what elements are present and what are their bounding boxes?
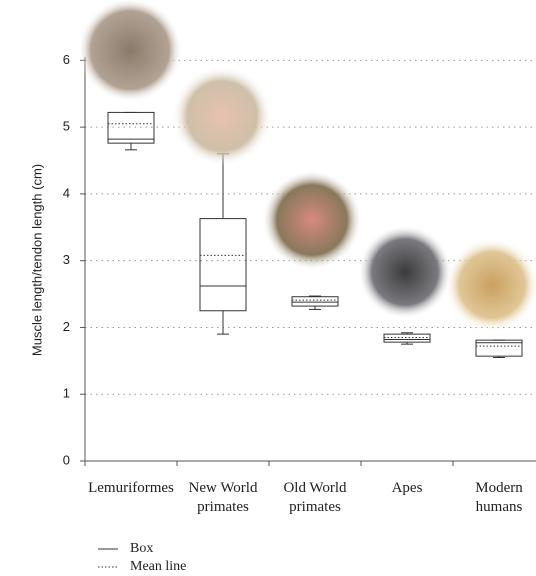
box (384, 334, 430, 342)
photos (78, 0, 536, 332)
y-tick-label: 2 (63, 319, 70, 334)
x-tick-label: New World primates (175, 479, 271, 517)
page: {"chart_data": { "type": "box", "y_label… (0, 0, 536, 576)
y-tick-label: 0 (63, 452, 70, 467)
y-tick-label: 3 (63, 252, 70, 267)
legend-label: Box (130, 541, 153, 556)
x-tick-label: Modern humans (451, 479, 536, 517)
box (108, 112, 154, 143)
x-tick-label: Apes (359, 479, 455, 498)
box (200, 219, 246, 311)
lemur-photo (78, 0, 182, 102)
capuchin-photo (172, 66, 272, 166)
y-tick-label: 4 (63, 185, 70, 200)
legend-label: Mean line (130, 559, 186, 574)
x-tick-label: Lemuriformes (83, 479, 179, 498)
y-axis-label: Muscle length/tendon length (cm) (29, 164, 44, 356)
y-tick-label: 5 (63, 119, 70, 134)
y-tick-label: 1 (63, 386, 70, 401)
macaque-photo (262, 170, 362, 270)
x-tick-label: Old World primates (267, 479, 363, 517)
human-photo (445, 238, 536, 332)
y-tick-label: 6 (63, 52, 70, 67)
gorilla-photo (358, 225, 452, 319)
box (292, 297, 338, 306)
